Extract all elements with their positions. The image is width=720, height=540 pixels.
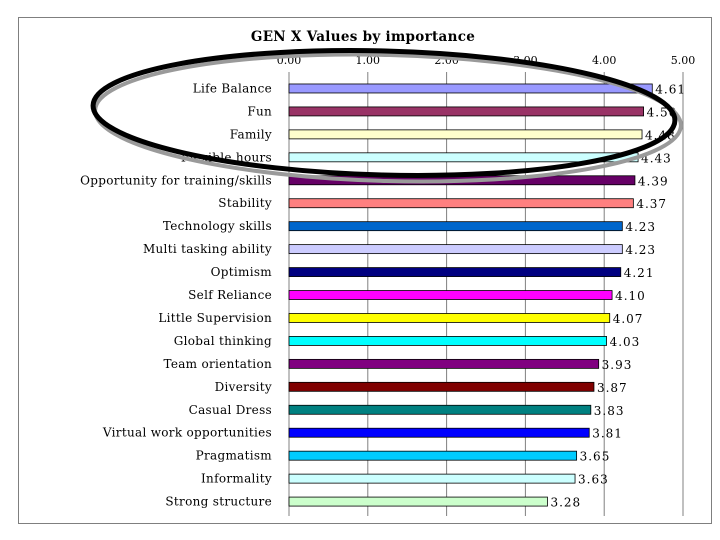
value-label-13: 3.87 — [597, 381, 628, 395]
category-label-5: Stability — [218, 196, 272, 210]
chart-title: GEN X Values by importance — [250, 29, 476, 45]
value-label-9: 4.10 — [615, 289, 646, 303]
category-label-18: Strong structure — [165, 495, 272, 509]
value-label-16: 3.65 — [580, 450, 611, 464]
x-tick-label-1: 1.00 — [356, 54, 381, 67]
bar-13 — [288, 381, 595, 392]
category-label-17: Informality — [201, 472, 272, 486]
bar-6 — [288, 221, 623, 232]
bar-2 — [288, 129, 643, 140]
category-label-12: Team orientation — [163, 357, 272, 371]
x-tick-label-4: 4.00 — [592, 54, 617, 67]
bar-0 — [288, 83, 653, 94]
category-label-7: Multi tasking ability — [143, 242, 272, 256]
bar-18 — [288, 496, 548, 507]
value-label-0: 4.61 — [655, 82, 686, 96]
value-label-15: 3.81 — [592, 427, 623, 441]
bar-11 — [288, 336, 607, 346]
value-label-4: 4.39 — [638, 174, 669, 188]
category-label-9: Self Reliance — [188, 288, 272, 302]
category-label-11: Global thinking — [174, 334, 272, 348]
bar-10 — [288, 313, 611, 323]
bar-8 — [288, 267, 622, 277]
category-label-2: Family — [230, 127, 272, 141]
category-label-16: Pragmatism — [196, 449, 273, 463]
bar-5 — [288, 198, 634, 209]
bar-17 — [288, 473, 576, 484]
bar-9 — [288, 290, 613, 300]
bar-15 — [288, 427, 590, 438]
category-label-6: Technology skills — [163, 219, 272, 233]
category-label-14: Casual Dress — [189, 403, 272, 417]
bar-7 — [288, 244, 623, 255]
value-label-5: 4.37 — [636, 197, 667, 211]
value-label-6: 4.23 — [625, 220, 656, 234]
category-label-8: Optimism — [211, 265, 273, 279]
value-label-10: 4.07 — [613, 312, 644, 326]
x-tick-label-5: 5.00 — [671, 54, 696, 67]
category-label-4: Opportunity for training/skills — [80, 173, 272, 187]
bar-14 — [288, 404, 592, 415]
value-label-12: 3.93 — [602, 358, 633, 372]
value-label-17: 3.63 — [578, 473, 609, 487]
value-label-18: 3.28 — [550, 496, 581, 510]
category-label-10: Little Supervision — [158, 311, 272, 325]
category-label-1: Fun — [247, 104, 272, 118]
highlight-ellipse-stroke — [90, 48, 678, 178]
value-label-8: 4.21 — [624, 266, 655, 280]
category-label-15: Virtual work opportunities — [102, 426, 272, 440]
bar-16 — [288, 450, 578, 461]
category-label-13: Diversity — [215, 380, 272, 394]
bar-1 — [288, 106, 645, 117]
value-label-7: 4.23 — [625, 243, 656, 257]
value-label-14: 3.83 — [594, 404, 625, 418]
category-label-0: Life Balance — [193, 81, 272, 95]
highlight-ellipse — [90, 48, 683, 184]
highlight-ellipse-shadow — [93, 52, 683, 184]
value-label-11: 4.03 — [610, 335, 641, 349]
bar-12 — [288, 358, 600, 369]
